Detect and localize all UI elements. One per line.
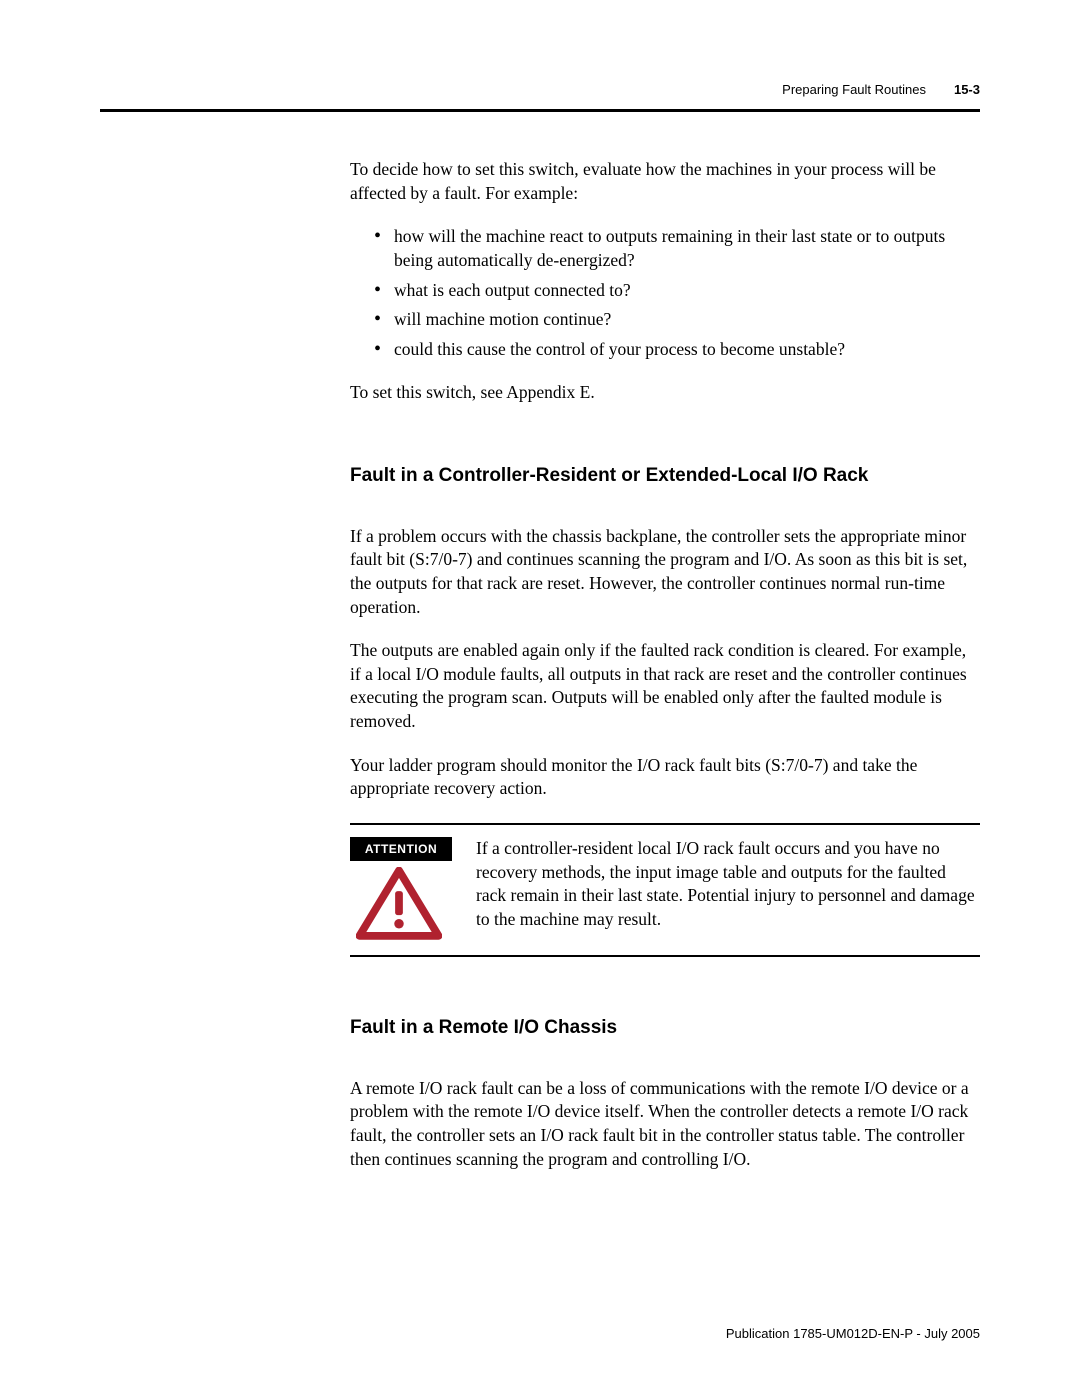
attention-text: If a controller-resident local I/O rack …: [476, 837, 980, 941]
bullet-list: how will the machine react to outputs re…: [350, 225, 980, 361]
after-bullets-paragraph: To set this switch, see Appendix E.: [350, 381, 980, 405]
section-heading-controller-resident: Fault in a Controller-Resident or Extend…: [350, 463, 980, 489]
page-footer: Publication 1785-UM012D-EN-P - July 2005: [726, 1326, 980, 1341]
document-page: Preparing Fault Routines 15-3 To decide …: [0, 0, 1080, 1397]
attention-badge: ATTENTION: [350, 837, 452, 861]
body-paragraph: Your ladder program should monitor the I…: [350, 754, 980, 801]
warning-triangle-icon: [356, 867, 442, 941]
bullet-item: will machine motion continue?: [394, 308, 980, 332]
body-paragraph: A remote I/O rack fault can be a loss of…: [350, 1077, 980, 1172]
header-page-number: 15-3: [954, 82, 980, 97]
page-content: To decide how to set this switch, evalua…: [350, 158, 980, 1171]
page-header: Preparing Fault Routines 15-3: [100, 82, 980, 97]
header-rule: [100, 109, 980, 112]
header-title: Preparing Fault Routines: [782, 82, 926, 97]
bullet-item: what is each output connected to?: [394, 279, 980, 303]
section-heading-remote-io: Fault in a Remote I/O Chassis: [350, 1015, 980, 1041]
bullet-item: how will the machine react to outputs re…: [394, 225, 980, 272]
intro-paragraph: To decide how to set this switch, evalua…: [350, 158, 980, 205]
attention-left: ATTENTION: [350, 837, 452, 941]
bullet-item: could this cause the control of your pro…: [394, 338, 980, 362]
body-paragraph: If a problem occurs with the chassis bac…: [350, 525, 980, 620]
attention-callout: ATTENTION If a controller-resident local…: [350, 823, 980, 957]
body-paragraph: The outputs are enabled again only if th…: [350, 639, 980, 734]
